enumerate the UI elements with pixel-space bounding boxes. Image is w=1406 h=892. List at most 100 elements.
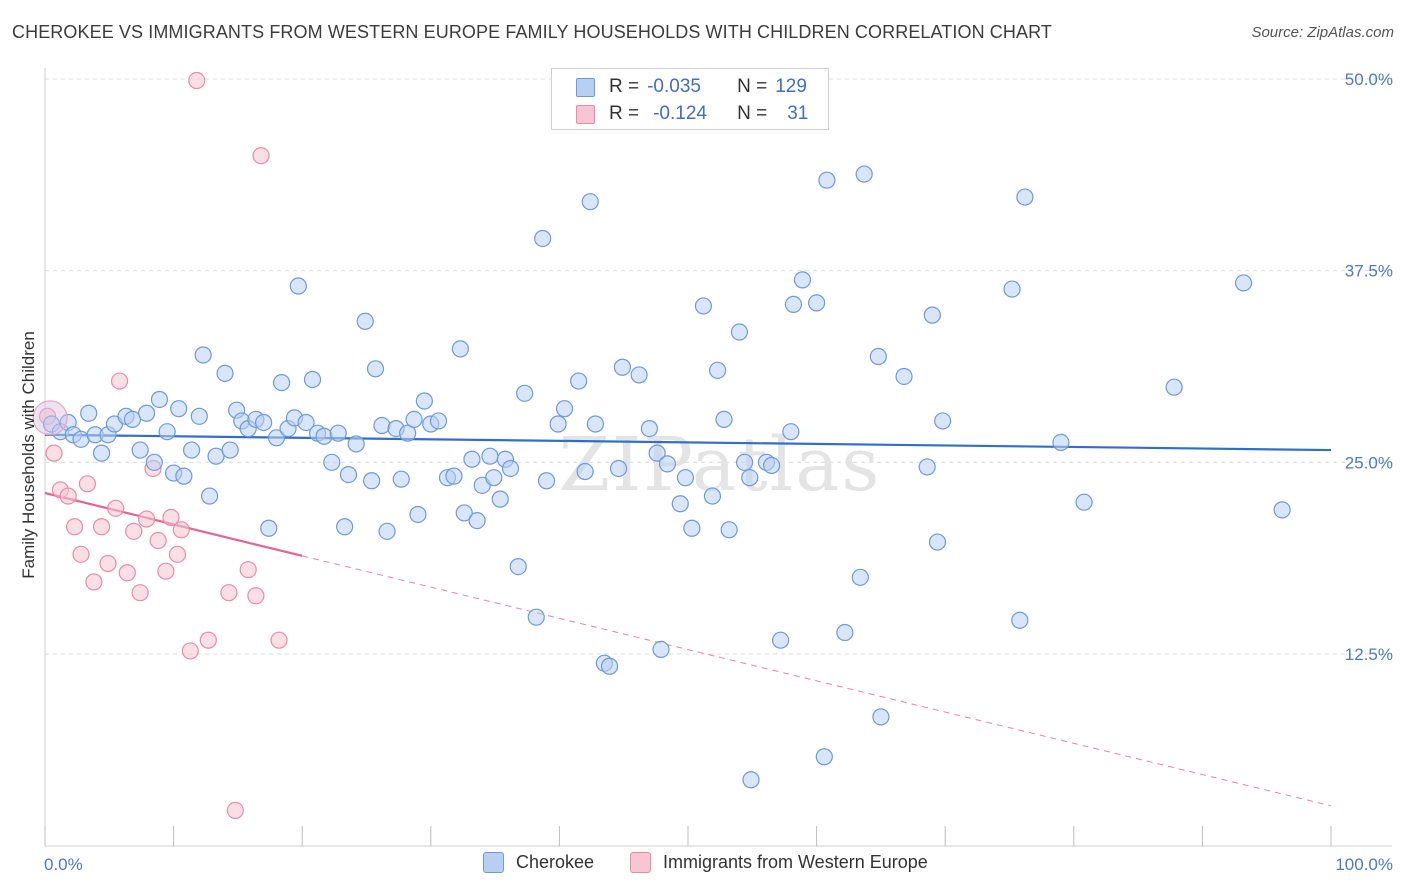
y-tick-label: 25.0%	[1345, 453, 1393, 472]
cherokee-point	[762, 456, 781, 474]
immigrants-point	[226, 801, 244, 820]
cherokee-point	[356, 312, 374, 330]
cherokee-point	[1165, 378, 1183, 396]
cherokee-point	[613, 358, 632, 376]
cherokee-point	[329, 424, 347, 442]
legend-item-cherokee: Cherokee	[483, 852, 594, 873]
cherokee-point	[303, 370, 322, 389]
cherokee-point	[549, 415, 567, 433]
immigrants-point	[188, 71, 206, 90]
cherokee-point	[782, 423, 800, 441]
cherokee-legend-swatch	[483, 852, 504, 873]
cherokee-point	[201, 487, 219, 505]
cherokee-point	[586, 415, 605, 433]
cherokee-point	[648, 444, 666, 462]
cherokee-point	[267, 429, 286, 447]
cherokee-point	[630, 366, 648, 384]
cherokee-point	[836, 623, 854, 642]
cherokee-point	[1011, 611, 1029, 629]
stats-legend: R = -0.035 N = 129 R = -0.124 N = 31	[551, 68, 829, 130]
cherokee-trend-line	[44, 433, 1332, 452]
cherokee-point	[851, 568, 869, 586]
cherokee-point	[405, 410, 423, 428]
cherokee-point	[815, 748, 833, 766]
cherokee-point	[145, 453, 163, 471]
n-label: N =	[737, 103, 768, 124]
n-value: 31	[787, 103, 809, 124]
cherokee-point	[694, 297, 713, 315]
legend-item-immigrants: Immigrants from Western Europe	[630, 852, 928, 873]
immigrants-point	[85, 573, 103, 591]
cherokee-point	[123, 410, 142, 428]
legend-row-cherokee: R = -0.035 N = 129	[552, 74, 807, 100]
n-label: N =	[737, 76, 768, 97]
legend-label: Immigrants from Western Europe	[663, 852, 928, 872]
cherokee-point	[451, 340, 469, 358]
cherokee-point	[373, 416, 391, 435]
cherokee-point	[150, 390, 169, 409]
cherokee-point	[570, 372, 588, 390]
source-label: Source: ZipAtlas.com	[1251, 24, 1394, 41]
cherokee-point	[600, 657, 619, 675]
immigrants-point	[78, 475, 97, 493]
cherokee-point	[80, 404, 98, 422]
cherokee-point	[537, 472, 556, 490]
r-label: R =	[609, 76, 640, 97]
x-tick-label: 100.0%	[1335, 855, 1393, 874]
cherokee-point	[516, 384, 534, 402]
cherokee-point	[260, 519, 278, 537]
cherokee-point	[869, 347, 887, 366]
x-tick-label: 0.0%	[44, 855, 83, 874]
cherokee-point	[527, 608, 545, 626]
cherokee-point	[855, 165, 873, 183]
cherokee-point	[720, 521, 738, 539]
immigrants-point	[252, 147, 270, 165]
immigrants-point	[118, 564, 136, 582]
immigrants-point	[168, 545, 187, 563]
axes	[44, 68, 1392, 847]
immigrants-point	[99, 554, 117, 573]
cherokee-point	[339, 466, 358, 484]
series-legend: Cherokee Immigrants from Western Europe	[0, 852, 1406, 876]
immigrants-point	[72, 545, 90, 563]
cherokee-point	[336, 518, 354, 536]
cherokee-point	[742, 771, 760, 789]
cherokee-point	[485, 469, 503, 487]
cherokee-point	[640, 420, 659, 438]
immigrants-point	[199, 631, 217, 649]
cherokee-point	[366, 360, 385, 378]
cherokee-point	[1075, 493, 1093, 511]
immigrants-point	[110, 372, 129, 390]
immigrants-point	[92, 518, 111, 536]
immigrants-point	[247, 587, 265, 605]
cherokee-point	[793, 271, 812, 289]
cherokee-point	[289, 277, 307, 295]
cherokee-point	[347, 435, 365, 453]
cherokee-point	[1052, 433, 1070, 451]
immigrants-point	[157, 562, 175, 580]
immigrants-point	[172, 521, 190, 539]
cherokee-point	[501, 459, 520, 478]
cherokee-point	[194, 346, 212, 364]
cherokee-point	[72, 430, 90, 448]
n-value: 129	[775, 76, 807, 97]
cherokee-point	[658, 455, 677, 473]
cherokee-point	[741, 469, 759, 487]
cherokee-point	[1003, 280, 1021, 298]
cherokee-point	[730, 323, 749, 341]
cherokee-point	[581, 193, 599, 211]
cherokee-point	[297, 413, 315, 432]
cherokee-point	[784, 295, 803, 313]
cherokee-point	[399, 424, 417, 442]
cherokee-point	[715, 410, 733, 428]
cherokee-point	[481, 447, 499, 465]
cherokee-point	[363, 472, 381, 490]
immigrants-swatch	[576, 104, 595, 124]
cherokee-point	[509, 557, 527, 576]
cherokee-point	[1273, 501, 1291, 519]
cherokee-point	[323, 453, 341, 471]
legend-label: Cherokee	[516, 852, 595, 872]
cherokee-point	[273, 374, 291, 392]
immigrants-point	[270, 631, 288, 649]
